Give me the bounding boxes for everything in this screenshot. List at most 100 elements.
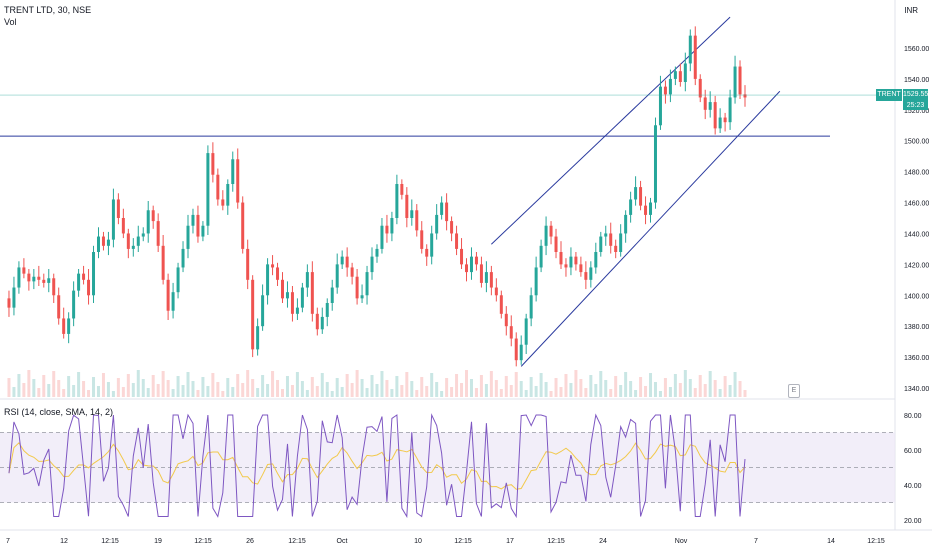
candle-body xyxy=(126,233,130,249)
candle-body xyxy=(693,35,697,79)
candle-body xyxy=(236,159,240,203)
candle-body xyxy=(624,214,628,234)
volume-bar xyxy=(619,385,623,397)
volume-bar xyxy=(290,385,294,397)
channel-lower-line xyxy=(520,90,781,367)
volume-bar xyxy=(400,385,404,397)
volume-bar xyxy=(639,377,643,397)
volume-bar xyxy=(72,385,76,397)
volume-bar xyxy=(280,389,284,397)
candle-body xyxy=(579,264,583,273)
candle-body xyxy=(196,214,200,237)
volume-bar xyxy=(256,388,260,397)
price-tag-symbol: TRENT xyxy=(876,89,902,101)
time-tick-label: 17 xyxy=(506,538,514,545)
candle-body xyxy=(594,252,598,268)
candle-body xyxy=(460,248,464,265)
candle-body xyxy=(106,239,110,246)
time-tick-label: 12:15 xyxy=(547,538,565,545)
candle-body xyxy=(17,267,21,288)
volume-bar xyxy=(151,375,155,397)
volume-bar xyxy=(310,377,314,397)
volume-bar xyxy=(524,390,528,397)
candle-body xyxy=(151,210,155,222)
volume-bar xyxy=(653,382,657,397)
candle-body xyxy=(455,233,459,249)
candle-body xyxy=(345,256,349,268)
candle-body xyxy=(688,35,692,64)
candle-body xyxy=(668,78,672,95)
candle-body xyxy=(335,264,339,288)
volume-bar xyxy=(609,389,613,397)
candle-body xyxy=(395,184,399,218)
candle-body xyxy=(494,287,498,296)
candle-body xyxy=(52,278,56,296)
candle-body xyxy=(285,292,289,299)
volume-bar xyxy=(579,379,583,397)
price-tick-label: 1460.00 xyxy=(904,201,929,208)
volume-bar xyxy=(410,381,414,397)
price-tag-price: 1529.55 xyxy=(903,89,928,101)
candle-body xyxy=(663,86,667,95)
candle-body xyxy=(320,316,324,330)
price-tick-label: 1340.00 xyxy=(904,386,929,393)
volume-bar xyxy=(673,374,677,397)
volume-bar xyxy=(345,374,349,397)
volume-bar xyxy=(594,384,598,397)
volume-bar xyxy=(494,380,498,397)
volume-bar xyxy=(241,383,245,397)
time-tick-label: Nov xyxy=(675,538,688,545)
volume-bar xyxy=(554,378,558,397)
volume-bar xyxy=(519,381,523,397)
volume-bar xyxy=(549,391,553,397)
time-tick-label: 7 xyxy=(754,538,758,545)
volume-label[interactable]: Vol xyxy=(4,17,17,27)
candle-body xyxy=(599,236,603,252)
candle-body xyxy=(469,256,473,273)
price-axis[interactable]: 1340.00 1360.00 1380.00 1400.00 1420.00 1440.… xyxy=(904,46,929,393)
candle-body xyxy=(708,102,712,110)
candle-body xyxy=(673,71,677,79)
volume-bar xyxy=(445,378,449,397)
candle-body xyxy=(22,267,26,274)
volume-bar xyxy=(375,384,379,397)
volume-bar xyxy=(713,380,717,397)
candle-body xyxy=(604,233,608,237)
candle-body xyxy=(713,102,717,129)
candle-body xyxy=(355,276,359,299)
volume-bar xyxy=(688,379,692,397)
earnings-event-badge[interactable]: E xyxy=(788,384,800,398)
volume-bar xyxy=(186,372,190,397)
time-axis[interactable]: 7 12 12:15 19 12:15 26 12:15 Oct 10 12:15 17 12:15 2… xyxy=(6,538,885,545)
volume-bar xyxy=(166,380,170,397)
candle-body xyxy=(718,117,722,129)
candle-body xyxy=(514,338,518,361)
volume-bar xyxy=(380,371,384,397)
candle-body xyxy=(256,326,260,350)
volume-bar xyxy=(499,389,503,397)
volume-bar xyxy=(723,376,727,397)
volume-bar xyxy=(82,381,86,397)
rsi-title[interactable]: RSI (14, close, SMA, 14, 2) xyxy=(4,407,114,417)
candle-body xyxy=(733,66,737,98)
candle-body xyxy=(226,184,230,206)
candle-body xyxy=(166,279,170,311)
candle-body xyxy=(435,214,439,234)
volume-bar xyxy=(246,370,250,397)
volume-bar xyxy=(295,372,299,397)
candle-body xyxy=(271,264,275,268)
time-tick-label: 10 xyxy=(414,538,422,545)
candle-body xyxy=(121,218,125,234)
volume-bar xyxy=(131,383,135,397)
volume-bar xyxy=(390,389,394,397)
candle-body xyxy=(614,245,618,252)
chart-title[interactable]: TRENT LTD, 30, NSE xyxy=(4,5,92,15)
candle-body xyxy=(72,290,76,319)
rsi-axis[interactable]: 20.00 40.00 60.00 80.00 xyxy=(904,413,922,525)
volume-bar xyxy=(539,373,543,397)
candle-body xyxy=(37,276,41,280)
volume-bar xyxy=(32,379,36,397)
rsi-pane xyxy=(0,413,895,519)
candle-body xyxy=(201,225,205,237)
